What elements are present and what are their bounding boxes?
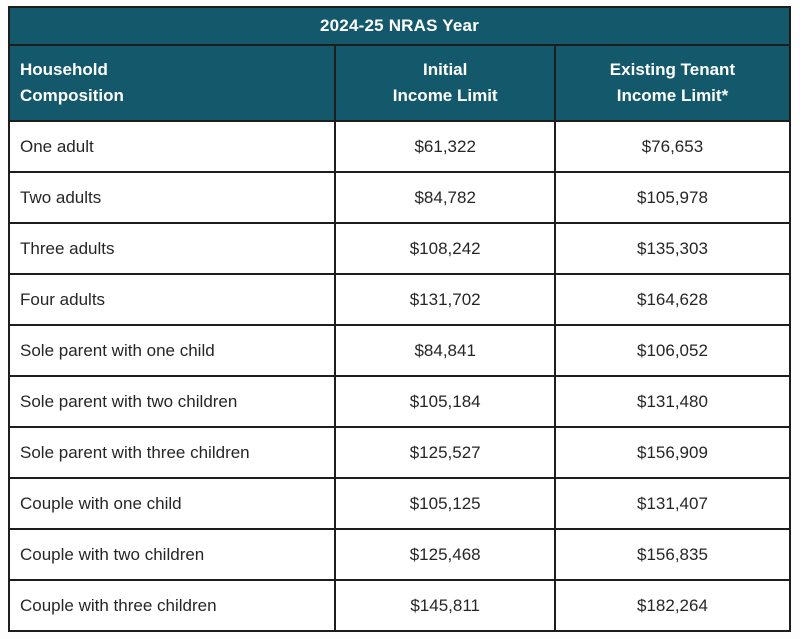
household-composition-cell: Two adults bbox=[7, 171, 337, 224]
existing-tenant-income-limit-cell: $156,835 bbox=[553, 528, 792, 581]
table-title: 2024-25 NRAS Year bbox=[8, 6, 791, 46]
initial-income-limit-cell: $84,841 bbox=[334, 324, 556, 377]
table-header-row: Household Composition Initial Income Lim… bbox=[7, 44, 792, 122]
table-row: Sole parent with two children $105,184 $… bbox=[7, 375, 792, 428]
existing-tenant-income-limit-cell: $131,480 bbox=[553, 375, 792, 428]
nras-income-limits-table: 2024-25 NRAS Year Household Composition … bbox=[7, 6, 792, 632]
column-header-household-composition: Household Composition bbox=[7, 44, 337, 122]
initial-income-limit-cell: $105,125 bbox=[334, 477, 556, 530]
household-composition-cell: Sole parent with one child bbox=[7, 324, 337, 377]
existing-tenant-income-limit-cell: $76,653 bbox=[553, 120, 792, 173]
table-row: Three adults $108,242 $135,303 bbox=[7, 222, 792, 275]
income-limits-table: 2024-25 NRAS Year Household Composition … bbox=[7, 6, 792, 632]
column-header-existing-tenant-income-limit: Existing Tenant Income Limit* bbox=[553, 44, 792, 122]
column-header-initial-income-limit: Initial Income Limit bbox=[334, 44, 556, 122]
initial-income-limit-cell: $105,184 bbox=[334, 375, 556, 428]
table-row: Sole parent with one child $84,841 $106,… bbox=[7, 324, 792, 377]
initial-income-limit-cell: $84,782 bbox=[334, 171, 556, 224]
table-row: Couple with one child $105,125 $131,407 bbox=[7, 477, 792, 530]
existing-tenant-income-limit-cell: $135,303 bbox=[553, 222, 792, 275]
initial-income-limit-cell: $61,322 bbox=[334, 120, 556, 173]
household-composition-cell: One adult bbox=[7, 120, 337, 173]
table-title-row: 2024-25 NRAS Year bbox=[8, 6, 791, 46]
table-row: Couple with two children $125,468 $156,8… bbox=[7, 528, 792, 581]
table-row: Four adults $131,702 $164,628 bbox=[7, 273, 792, 326]
household-composition-cell: Three adults bbox=[7, 222, 337, 275]
initial-income-limit-cell: $108,242 bbox=[334, 222, 556, 275]
table-row: Sole parent with three children $125,527… bbox=[7, 426, 792, 479]
existing-tenant-income-limit-cell: $105,978 bbox=[553, 171, 792, 224]
table-row: Two adults $84,782 $105,978 bbox=[7, 171, 792, 224]
table-body: One adult $61,322 $76,653 Two adults $84… bbox=[7, 120, 792, 632]
existing-tenant-income-limit-cell: $164,628 bbox=[553, 273, 792, 326]
household-composition-cell: Couple with one child bbox=[7, 477, 337, 530]
initial-income-limit-cell: $131,702 bbox=[334, 273, 556, 326]
existing-tenant-income-limit-cell: $131,407 bbox=[553, 477, 792, 530]
existing-tenant-income-limit-cell: $156,909 bbox=[553, 426, 792, 479]
household-composition-cell: Four adults bbox=[7, 273, 337, 326]
household-composition-cell: Couple with three children bbox=[7, 579, 337, 632]
table-row: One adult $61,322 $76,653 bbox=[7, 120, 792, 173]
initial-income-limit-cell: $125,468 bbox=[334, 528, 556, 581]
existing-tenant-income-limit-cell: $182,264 bbox=[553, 579, 792, 632]
existing-tenant-income-limit-cell: $106,052 bbox=[553, 324, 792, 377]
initial-income-limit-cell: $125,527 bbox=[334, 426, 556, 479]
table-row: Couple with three children $145,811 $182… bbox=[7, 579, 792, 632]
initial-income-limit-cell: $145,811 bbox=[334, 579, 556, 632]
household-composition-cell: Couple with two children bbox=[7, 528, 337, 581]
household-composition-cell: Sole parent with three children bbox=[7, 426, 337, 479]
household-composition-cell: Sole parent with two children bbox=[7, 375, 337, 428]
